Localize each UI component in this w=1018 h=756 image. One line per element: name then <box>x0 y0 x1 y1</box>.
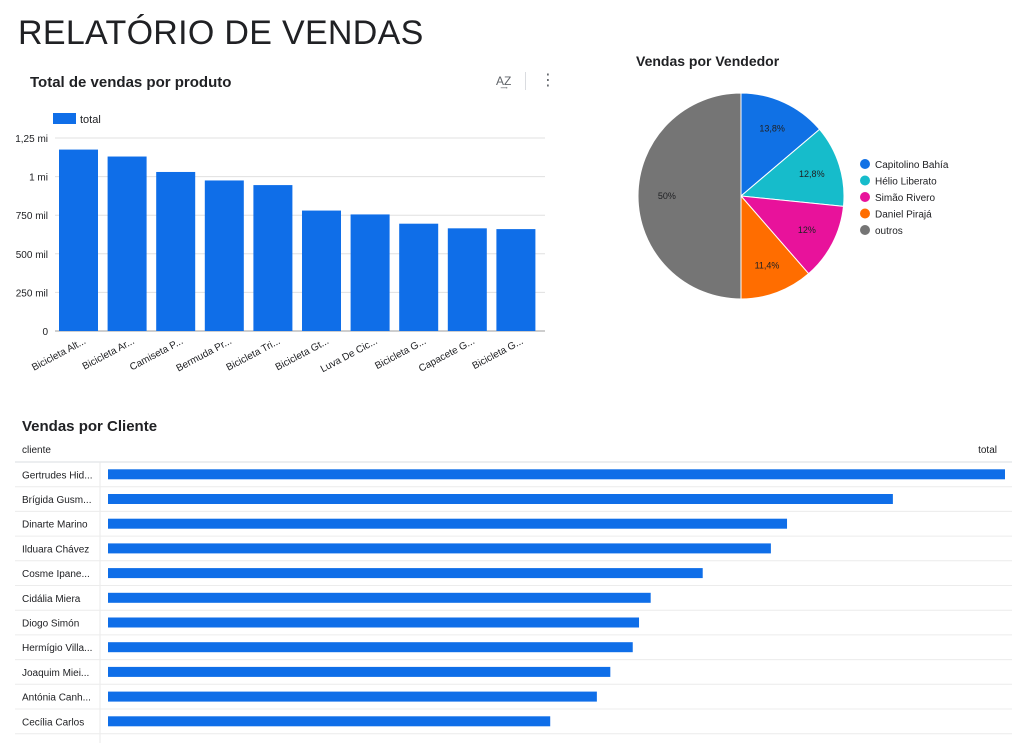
client-name: Gertrudes Hid... <box>22 470 93 481</box>
column-header-client: cliente <box>22 445 51 456</box>
client-bar <box>108 642 633 653</box>
sort-az-icon[interactable]: A͢Z <box>496 74 512 88</box>
client-bar <box>108 568 703 579</box>
bar <box>59 149 98 331</box>
client-name: Joaquim Miei... <box>22 668 89 679</box>
bar <box>350 214 390 331</box>
bar <box>302 210 341 331</box>
client-bar <box>108 592 651 603</box>
client-name: Brígida Gusm... <box>22 495 91 506</box>
client-name: Dinarte Marino <box>22 520 88 531</box>
pie-legend-label: Hélio Liberato <box>875 177 937 188</box>
bar <box>156 171 196 331</box>
product-bar-chart: total 0 250 mil 500 mil 750 mil 1 mi 1,25 mi Bi… <box>15 113 545 375</box>
x-tick-label: Bicicleta Tri... <box>225 336 283 374</box>
y-tick-label: 1 mi <box>29 173 48 184</box>
seller-pie-chart: 13,8% 12,8% 12% 11,4% 50% Capitolino Bahía Hél… <box>637 92 949 300</box>
x-tick-label: Bermuda Pr... <box>175 336 234 374</box>
pie-legend-label: Simão Rivero <box>875 193 935 204</box>
legend-swatch-total <box>53 113 76 124</box>
pie-legend-label: Capitolino Bahía <box>875 160 949 171</box>
client-bar <box>108 666 611 677</box>
x-tick-label: Bicicleta Alt... <box>30 336 88 374</box>
legend-label-total: total <box>80 114 101 126</box>
y-tick-label: 750 mil <box>16 211 48 222</box>
page-title: RELATÓRIO DE VENDAS <box>18 14 424 52</box>
client-name: Cecília Carlos <box>22 717 84 728</box>
client-name: Cosme Ipane... <box>22 569 90 580</box>
client-bar <box>108 691 597 702</box>
bar <box>107 156 147 331</box>
pie-slice <box>740 92 821 198</box>
bar <box>253 185 293 331</box>
product-chart-title: Total de vendas por produto <box>30 74 232 91</box>
client-bar <box>108 469 1005 480</box>
pie-value-label: 12,8% <box>799 169 825 179</box>
client-name: Diogo Simón <box>22 619 79 630</box>
pie-value-label: 50% <box>658 191 676 201</box>
pie-slice <box>739 195 845 275</box>
y-tick-label: 500 mil <box>16 250 48 261</box>
legend-dot <box>860 225 870 235</box>
y-tick-label: 0 <box>42 327 48 338</box>
x-tick-label: Bicicleta Ar... <box>81 336 137 373</box>
y-tick-label: 250 mil <box>16 288 48 299</box>
bar <box>399 223 439 331</box>
legend-dot <box>860 159 870 169</box>
pie-slice <box>739 128 845 207</box>
legend-dot <box>860 175 870 186</box>
pie-value-label: 13,8% <box>759 124 785 134</box>
bar <box>447 228 487 331</box>
client-bar <box>108 518 788 529</box>
pie-value-label: 12% <box>798 225 816 235</box>
client-table-title: Vendas por Cliente <box>22 418 158 435</box>
legend-dot <box>860 208 870 219</box>
client-name: Hermígio Villa... <box>22 643 92 654</box>
client-name: Cidália Miera <box>22 594 81 605</box>
pie-legend-label: Daniel Pirajá <box>875 210 932 221</box>
client-name: Antónia Canh... <box>22 693 91 704</box>
client-bar <box>108 617 640 628</box>
client-bar-table: cliente total Gertrudes Hid... Brígida Gusm… <box>15 445 1012 743</box>
pie-legend-label: outros <box>875 226 903 237</box>
y-tick-label: 1,25 mi <box>15 134 48 145</box>
bar <box>204 180 244 331</box>
pie-value-label: 11,4% <box>755 260 780 270</box>
pie-slice <box>740 194 810 300</box>
client-bar <box>108 543 771 554</box>
toolbar-divider <box>525 72 526 90</box>
x-tick-label: Bicicleta G... <box>471 336 526 372</box>
bar <box>496 229 536 331</box>
column-header-total: total <box>978 445 997 456</box>
more-options-icon[interactable]: ⋮ <box>540 72 556 89</box>
client-bar <box>108 716 551 727</box>
client-name: Ilduara Chávez <box>22 544 89 555</box>
pie-slice <box>637 92 742 300</box>
client-bar <box>108 494 893 504</box>
seller-chart-title: Vendas por Vendedor <box>636 53 780 69</box>
legend-dot <box>860 192 870 202</box>
